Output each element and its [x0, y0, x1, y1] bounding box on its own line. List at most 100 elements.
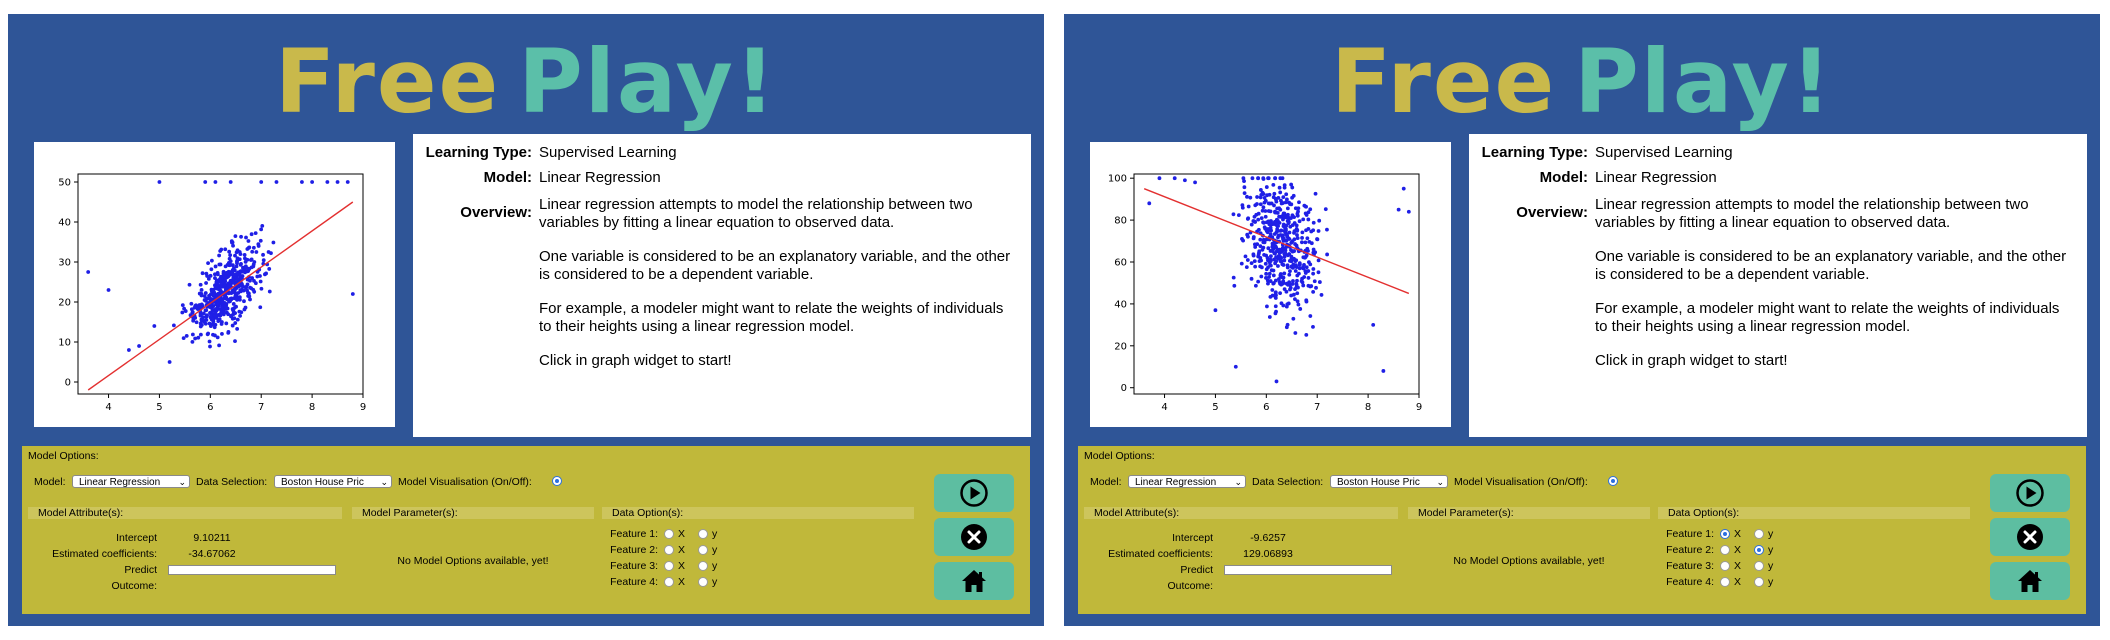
feature-x-label: X — [678, 528, 686, 540]
data-point — [203, 291, 208, 295]
coefficients-value: -34.67062 — [188, 548, 236, 560]
home-button[interactable] — [934, 562, 1014, 600]
data-point — [201, 311, 206, 316]
feature-4-y-radio[interactable] — [698, 577, 708, 587]
feature-2-y-radio[interactable] — [1754, 545, 1764, 555]
data-point — [1306, 269, 1311, 273]
home-button[interactable] — [1990, 562, 2070, 600]
data-point — [1252, 242, 1257, 247]
model-label: Model: — [1539, 169, 1588, 186]
feature-4-x-radio[interactable] — [664, 577, 674, 587]
graph-widget[interactable]: 4 5 6 7 8 9 0 20 40 60 80 100 — [1090, 142, 1451, 427]
data-point — [258, 305, 263, 310]
data-point — [219, 320, 224, 324]
feature-y-label: y — [712, 576, 718, 588]
data-point — [217, 343, 221, 348]
close-button[interactable] — [1990, 518, 2070, 556]
scatter-chart[interactable]: 4 5 6 7 8 9 0 20 40 60 80 100 — [1090, 142, 1451, 427]
data-point — [246, 239, 251, 243]
data-selection-select[interactable]: Boston House Pric ⌄ — [1330, 475, 1448, 488]
data-point — [1290, 282, 1295, 286]
feature-3-y-radio[interactable] — [698, 561, 708, 571]
feature-3-x-radio[interactable] — [1720, 561, 1730, 571]
data-point — [1242, 191, 1247, 196]
model-visualisation-toggle[interactable] — [1608, 476, 1618, 486]
feature-4-y-radio[interactable] — [1754, 577, 1764, 587]
feature-3-x-radio[interactable] — [664, 561, 674, 571]
data-point — [198, 332, 203, 337]
model-visualisation-toggle[interactable] — [552, 476, 562, 486]
feature-1-x-radio[interactable] — [664, 529, 674, 539]
data-point — [106, 288, 111, 292]
feature-2-y-radio[interactable] — [698, 545, 708, 555]
play-button[interactable] — [934, 474, 1014, 512]
data-point — [1241, 238, 1245, 243]
data-point — [238, 313, 242, 318]
predict-input[interactable] — [168, 565, 336, 575]
data-point — [1285, 233, 1289, 238]
predict-input[interactable] — [1224, 565, 1392, 575]
data-point — [216, 319, 221, 323]
close-icon — [2017, 524, 2043, 550]
feature-1-x-radio[interactable] — [1720, 529, 1730, 539]
data-point — [1291, 316, 1296, 321]
data-selection-label: Data Selection: — [1252, 476, 1324, 488]
feature-2-x-radio[interactable] — [664, 545, 674, 555]
data-point — [1266, 246, 1271, 251]
chevron-down-icon: ⌄ — [380, 477, 388, 487]
y-tick-label: 20 — [1114, 341, 1127, 352]
data-selection-select[interactable]: Boston House Pric ⌄ — [274, 475, 392, 488]
data-point — [1311, 220, 1316, 225]
free-play-window-1: Free Play! 4 5 6 7 8 9 0 10 20 30 40 50 Learning Typ… — [8, 14, 1044, 626]
data-point — [1236, 213, 1241, 218]
data-point — [1297, 266, 1302, 271]
data-point — [1258, 244, 1263, 249]
data-point — [1309, 229, 1314, 234]
no-model-options-message: No Model Options available, yet! — [1453, 555, 1605, 567]
data-point — [1270, 235, 1275, 240]
feature-y-label: y — [712, 528, 718, 540]
data-point — [1309, 284, 1314, 288]
data-point — [205, 313, 209, 318]
model-visualisation-label: Model Visualisation (On/Off): — [1454, 476, 1588, 488]
feature-y-label: y — [1768, 576, 1774, 588]
data-point — [251, 262, 256, 267]
data-point — [1252, 219, 1256, 224]
graph-widget[interactable]: 4 5 6 7 8 9 0 10 20 30 40 50 — [34, 142, 395, 427]
data-point — [1303, 211, 1308, 216]
feature-3-y-radio[interactable] — [1754, 561, 1764, 571]
data-point — [300, 180, 304, 184]
data-point — [227, 249, 232, 254]
feature-label: Feature 1: — [1666, 528, 1714, 540]
feature-y-label: y — [712, 560, 718, 572]
close-button[interactable] — [934, 518, 1014, 556]
play-button[interactable] — [1990, 474, 2070, 512]
feature-4-x-radio[interactable] — [1720, 577, 1730, 587]
model-select[interactable]: Linear Regression ⌄ — [1128, 475, 1246, 488]
data-point — [1303, 240, 1308, 245]
data-point — [1258, 237, 1263, 242]
data-point — [234, 264, 239, 269]
feature-1-y-radio[interactable] — [1754, 529, 1764, 539]
data-point — [1258, 255, 1263, 260]
data-point — [1281, 303, 1286, 308]
model-select[interactable]: Linear Regression ⌄ — [72, 475, 190, 488]
data-point — [1256, 217, 1261, 222]
scatter-chart[interactable]: 4 5 6 7 8 9 0 10 20 30 40 50 — [34, 142, 395, 427]
data-point — [1248, 195, 1253, 200]
feature-1-y-radio[interactable] — [698, 529, 708, 539]
y-tick-label: 80 — [1114, 216, 1127, 227]
data-point — [1213, 308, 1218, 313]
intercept-value: -9.6257 — [1250, 532, 1286, 544]
data-point — [1147, 201, 1152, 206]
data-point — [1280, 275, 1285, 280]
data-point — [1264, 237, 1269, 242]
data-point — [199, 288, 204, 292]
data-point — [1259, 192, 1264, 197]
data-point — [203, 321, 208, 326]
feature-2-x-radio[interactable] — [1720, 545, 1730, 555]
data-point — [235, 297, 239, 302]
data-point — [1268, 259, 1273, 264]
data-point — [1249, 261, 1254, 266]
model-options-panel: Model Options: Model: Linear Regression ⌄… — [1078, 446, 2086, 614]
